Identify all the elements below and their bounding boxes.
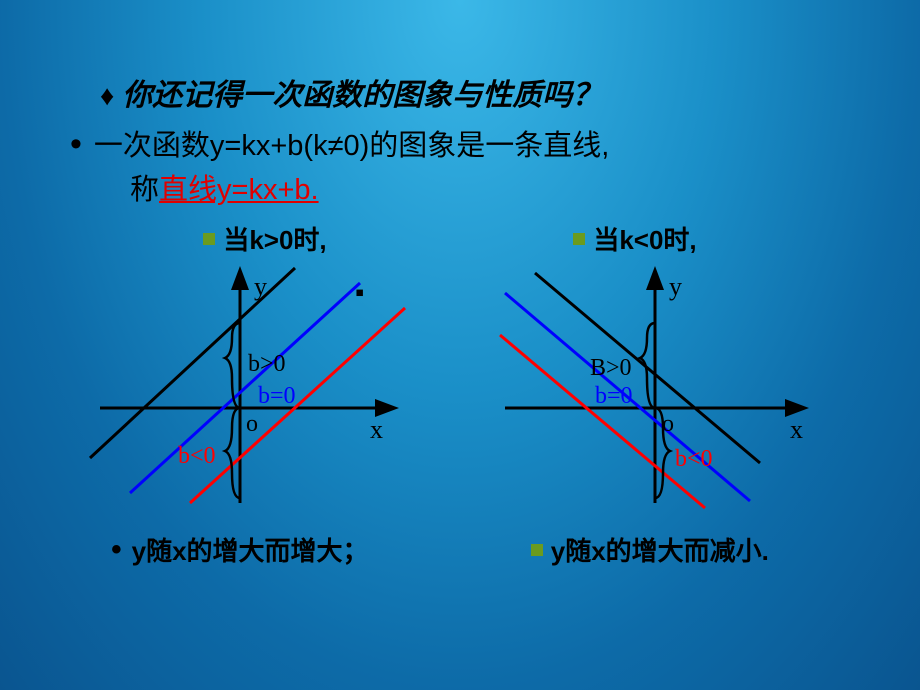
diagram-k-negative: y x o B>0 b=0 b<0 [480,263,860,513]
definition-line1: • 一次函数y=kx+b(k≠0)的图象是一条直线, [70,122,880,164]
title-text: 你还记得一次函数的图象与性质吗？ [122,70,602,114]
behavior-right: y随x的增大而减小. [531,531,769,568]
title-row: ♦ 你还记得一次函数的图象与性质吗？ [100,70,880,114]
definition-line2: 称直线y=kx+b. [130,166,880,208]
chart-svg-left: y x o b>0 b=0 b<0 [60,263,440,513]
def-text: 一次函数y=kx+b(k≠0)的图象是一条直线, [94,122,609,164]
condition-left: 当k>0时, [203,220,326,257]
def-redtext: 直线y=kx+b. [159,174,319,206]
svg-text:o: o [662,411,674,437]
svg-text:x: x [790,415,803,444]
diagram-k-positive: y x o b>0 b=0 b<0 ▪ [60,263,440,513]
svg-text:x: x [370,415,383,444]
cond-right-text: 当k<0时, [593,220,696,257]
square-marker-icon [531,544,543,556]
behav-right-text: y随x的增大而减小. [551,531,769,568]
behav-left-text: y随x的增大而增大； [132,531,369,568]
svg-text:o: o [246,411,258,437]
condition-right: 当k<0时, [573,220,696,257]
svg-text:B>0: B>0 [590,355,632,381]
svg-text:b>0: b>0 [248,351,286,377]
bullet: • [70,125,82,164]
cond-left-text: 当k>0时, [223,220,326,257]
square-marker-icon [573,233,585,245]
def-prefix: 称 [130,174,159,206]
chart-svg-right: y x o B>0 b=0 b<0 [480,263,860,513]
svg-text:b<0: b<0 [178,443,216,469]
bullet: • [111,533,122,567]
behavior-left: • y随x的增大而增大； [111,531,368,568]
square-marker-icon [203,233,215,245]
svg-text:b<0: b<0 [675,446,713,472]
title-marker: ♦ [100,80,114,112]
svg-text:y: y [669,272,682,301]
svg-text:y: y [254,272,267,301]
svg-text:b=0: b=0 [595,383,633,409]
center-marker-icon: ▪ [355,278,364,308]
svg-text:b=0: b=0 [258,383,296,409]
